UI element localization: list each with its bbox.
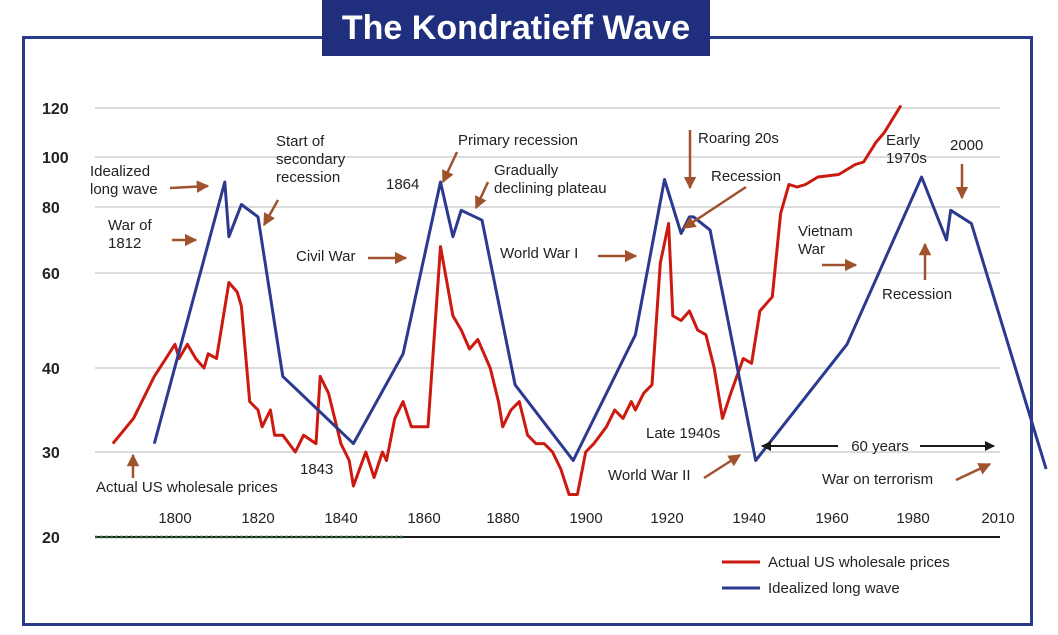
y-tick-label-100: 100 [42, 150, 69, 167]
annotation-recession-1985: Recession [882, 286, 952, 303]
legend-label-actual: Actual US wholesale prices [768, 554, 950, 571]
series-lines [111, 104, 1048, 496]
annotation-1843: 1843 [300, 461, 333, 478]
y-tick-label-60: 60 [42, 266, 60, 283]
y-tick-label-30: 30 [42, 445, 60, 462]
arrow-world-war-2 [703, 453, 742, 480]
x-tick-label-1820: 1820 [241, 510, 274, 527]
arrow-war-on-terrorism [955, 462, 992, 482]
y-tick-label-20: 20 [42, 530, 60, 547]
annotation-start-secondary-recession: Start of secondary recession [276, 133, 346, 186]
annotation-vietnam-war: Vietnam War [798, 223, 853, 258]
annotation-world-war-1: World War I [500, 245, 578, 262]
annotation-early-1970s: Early 1970s [886, 132, 927, 167]
axes: 20 30 40 60 80 100 120 1800 1820 1840 1860 1880 1900… [42, 101, 1015, 547]
annotation-war-of-1812: War of 1812 [108, 217, 152, 252]
x-tick-label-1800: 1800 [158, 510, 191, 527]
legend: Actual US wholesale prices Idealized lon… [722, 554, 950, 597]
annotation-actual-us-wholesale-prices: Actual US wholesale prices [96, 479, 278, 496]
arrow-recession-1930 [682, 185, 747, 230]
annotation-gradually-declining-plateau: Gradually declining plateau [494, 162, 607, 197]
annotation-roaring-20s: Roaring 20s [698, 130, 779, 147]
annotation-late-1940s: Late 1940s [646, 425, 720, 442]
annotation-war-on-terrorism: War on terrorism [822, 471, 933, 488]
annotation-primary-recession: Primary recession [458, 132, 578, 149]
annotation-2000: 2000 [950, 137, 983, 154]
x-tick-label-1860: 1860 [407, 510, 440, 527]
annotation-idealized-long-wave: Idealized long wave [90, 163, 158, 198]
x-tick-label-1940: 1940 [732, 510, 765, 527]
x-tick-label-2010: 2010 [981, 510, 1014, 527]
x-tick-label-1920: 1920 [650, 510, 683, 527]
annotation-recession-1930: Recession [711, 168, 781, 185]
annotation-civil-war: Civil War [296, 248, 355, 265]
arrow-primary-recession [441, 151, 459, 184]
annotation-1864: 1864 [386, 176, 419, 193]
y-tick-label-120: 120 [42, 101, 69, 118]
series-line-idealized [152, 175, 1048, 470]
annotation-60-years: 60 years [851, 438, 909, 455]
x-tick-label-1980: 1980 [896, 510, 929, 527]
y-tick-label-80: 80 [42, 200, 60, 217]
chart-title: The Kondratieff Wave [322, 0, 710, 56]
arrow-start-secondary-recession [262, 199, 280, 227]
x-tick-label-1880: 1880 [486, 510, 519, 527]
x-tick-label-1960: 1960 [815, 510, 848, 527]
legend-label-idealized: Idealized long wave [768, 580, 900, 597]
arrow-gradually-declining-plateau [474, 181, 490, 210]
y-tick-label-40: 40 [42, 361, 60, 378]
annotations: Idealized long wave War of 1812 Start of seco… [90, 130, 995, 496]
x-tick-label-1900: 1900 [569, 510, 602, 527]
x-tick-label-1840: 1840 [324, 510, 357, 527]
arrow-idealized-long-wave [169, 180, 210, 193]
annotation-world-war-2: World War II [608, 467, 691, 484]
